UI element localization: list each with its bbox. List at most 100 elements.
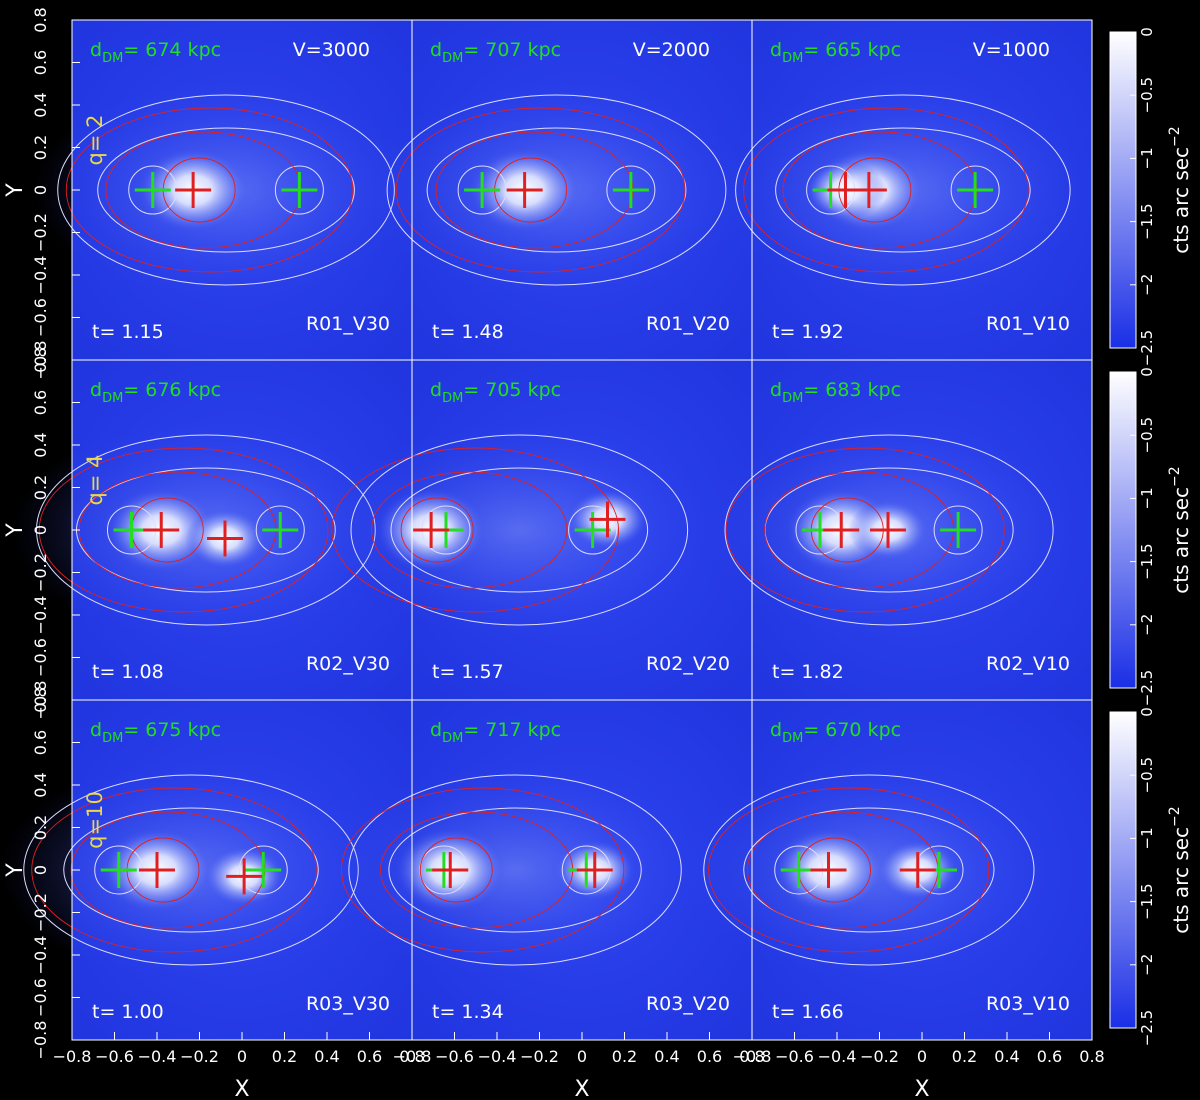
gas-peak-marker	[589, 501, 626, 538]
ddm-label: dDM= 670 kpc	[770, 719, 901, 746]
y-tick-label: −0.2	[31, 893, 50, 932]
colorbar-group: 0 −0.5 −1 −1.5 −2 −2.5 cts arc sec−2 0 −0.5 −1 −1.…	[1109, 27, 1193, 1046]
dark-matter-peak-marker	[464, 172, 501, 208]
mass-contour-peak	[606, 165, 656, 215]
panel-R03_V10: dDM= 670 kpc t= 1.66 R03_V10	[682, 699, 1093, 1041]
xray-contour	[725, 447, 1005, 613]
mass-contour-peak	[950, 165, 1000, 215]
x-tick-label: −0.6	[435, 1047, 474, 1066]
x-tick-label: −0.4	[478, 1047, 517, 1066]
panel-R01_V10: dDM= 665 kpc V=1000 t= 1.92 R01_V10	[712, 19, 1093, 361]
y-tick-label: 0.2	[31, 815, 50, 840]
x-tick-label: 0.4	[994, 1047, 1019, 1066]
colorbar-tick-label: −1	[1138, 827, 1156, 849]
ddm-label: dDM= 675 kpc	[90, 719, 221, 746]
time-label: t= 1.34	[432, 1001, 504, 1023]
x-tick-label: 0.4	[314, 1047, 339, 1066]
gas-peak-marker	[827, 172, 864, 208]
ddm-label: dDM= 705 kpc	[430, 379, 561, 406]
gas-peak-marker	[432, 852, 469, 888]
x-tick-label: −0.4	[818, 1047, 857, 1066]
panel-R01_V20: dDM= 707 kpc V=2000 t= 1.48 R01_V20	[362, 19, 753, 361]
mass-contour-peak	[457, 165, 507, 215]
dark-matter-peak-marker	[134, 172, 171, 208]
xray-contour	[65, 107, 354, 273]
colorbar-tick-label: −1.5	[1138, 203, 1156, 239]
colorbar	[1109, 711, 1137, 1029]
colorbar-tick-label: −1	[1138, 147, 1156, 169]
gas-peak-marker	[870, 512, 906, 548]
mass-contour-peak	[255, 505, 305, 555]
time-label: t= 1.66	[772, 1001, 844, 1023]
time-label: t= 1.15	[92, 321, 164, 343]
y-tick-label: 0	[31, 185, 50, 195]
x-tick-label: 0.8	[399, 1047, 424, 1066]
gas-peak-marker	[226, 858, 263, 895]
x-tick-label: −0.2	[860, 1047, 899, 1066]
gas-peak-marker	[823, 512, 860, 548]
y-tick-label: 0.8	[31, 687, 50, 712]
y-tick-label: 0.4	[31, 432, 50, 457]
x-tick-label: 0.2	[952, 1047, 977, 1066]
colorbar-label: cts arc sec−2	[1167, 126, 1193, 253]
xray-contour	[395, 107, 686, 273]
y-tick-label: −0.8	[31, 681, 50, 720]
y-tick-label: 0.6	[31, 390, 50, 415]
x-tick-label: 0.6	[1037, 1047, 1062, 1066]
x-tick-label: −0.2	[180, 1047, 219, 1066]
ddm-label: dDM= 707 kpc	[430, 39, 561, 66]
run-label: R01_V20	[646, 313, 730, 335]
y-tick-label: 0.8	[31, 7, 50, 32]
ddm-label: dDM= 717 kpc	[430, 719, 561, 746]
time-label: t= 1.57	[432, 661, 504, 683]
mass-contour-outer	[735, 94, 1071, 286]
run-label: R02_V10	[986, 653, 1070, 675]
mass-contour-middle	[97, 127, 355, 253]
panel-R02_V10: dDM= 683 kpc t= 1.82 R02_V10	[704, 359, 1093, 701]
dark-matter-peak-marker	[281, 172, 318, 208]
y-tick-label: 0.2	[31, 475, 50, 500]
x-tick-label: −0.8	[53, 1047, 92, 1066]
ddm-label: dDM= 674 kpc	[90, 39, 221, 66]
colorbar-tick-label: −2	[1138, 274, 1156, 296]
y-tick-label: −0.4	[31, 936, 50, 975]
mass-contour-middle	[775, 127, 1031, 253]
dark-matter-peak-marker	[100, 852, 137, 888]
xray-contour	[400, 497, 474, 563]
mass-contour-middle	[743, 807, 995, 933]
gas-peak-marker	[413, 512, 450, 548]
x-tick-label: −0.8	[393, 1047, 432, 1066]
ddm-label: dDM= 665 kpc	[770, 39, 901, 66]
x-tick-label: 0.6	[357, 1047, 382, 1066]
xray-contour	[371, 471, 568, 589]
x-tick-label: −0.6	[95, 1047, 134, 1066]
dark-matter-peak-marker	[245, 852, 282, 888]
xray-contour	[341, 787, 625, 953]
x-tick-label: −0.6	[775, 1047, 814, 1066]
y-tick-label: 0	[31, 865, 50, 875]
panel-R01_V30: dDM= 674 kpc V=3000 t= 1.15 R01_V30 q= 2	[34, 19, 419, 361]
gas-peak-marker	[139, 852, 175, 888]
colorbar-tick-label: −2	[1138, 954, 1156, 976]
mass-ratio-label: q= 2	[83, 115, 107, 166]
dark-matter-peak-marker	[940, 512, 977, 548]
axes-layer: −0.8 −0.6 −0.4 −0.2 0 0.2 0.4 0.6 0.8X−0.8 −0.6 −0…	[3, 7, 1105, 1100]
y-tick-label: −0.6	[31, 978, 50, 1017]
x-axis-label: X	[574, 1077, 589, 1100]
colorbar	[1109, 31, 1137, 349]
y-axis-label: Y	[3, 863, 28, 878]
y-tick-label: 0.6	[31, 50, 50, 75]
dark-matter-peak-marker	[957, 172, 994, 208]
mass-contour-outer	[350, 434, 689, 626]
y-axis-label: Y	[3, 523, 28, 538]
mass-contour-outer	[703, 774, 1035, 966]
y-tick-label: −0.4	[31, 596, 50, 635]
x-tick-label: 0.4	[654, 1047, 679, 1066]
x-axis-label: X	[914, 1077, 929, 1100]
mass-ratio-label: q=10	[83, 791, 107, 849]
run-label: R01_V10	[986, 313, 1070, 335]
colorbar-tick-label: −1	[1138, 487, 1156, 509]
mass-contour-outer	[724, 434, 1054, 626]
colorbar	[1109, 371, 1137, 689]
